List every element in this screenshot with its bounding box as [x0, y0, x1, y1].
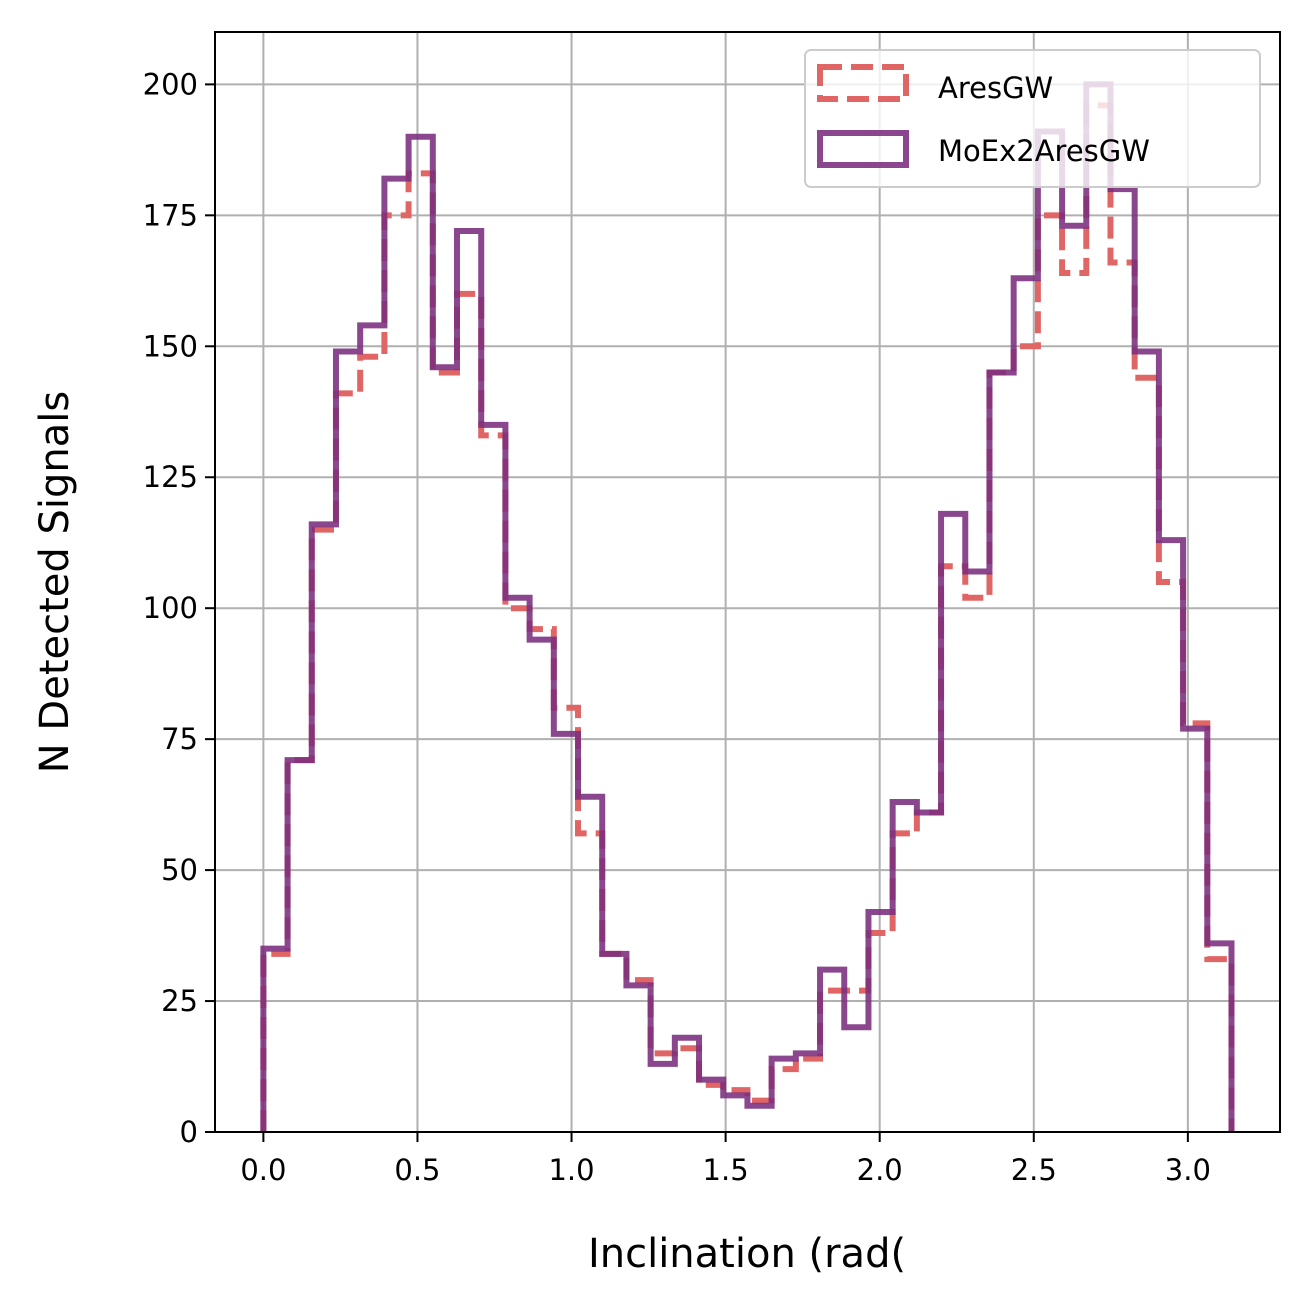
legend-label-moex2aresgw: MoEx2AresGW	[938, 134, 1150, 168]
y-tick-label: 50	[161, 853, 198, 887]
y-tick-label: 200	[143, 67, 198, 101]
x-tick-label: 0.5	[394, 1153, 440, 1187]
y-axis: 0 25 50 75 100 125 150 175 200	[143, 67, 215, 1149]
legend: AresGW MoEx2AresGW	[804, 49, 1261, 188]
y-tick-label: 125	[143, 460, 198, 494]
legend-box	[804, 49, 1261, 188]
y-tick-label: 175	[143, 198, 198, 232]
histogram-series-aresgw	[260, 102, 1235, 1132]
y-tick-label: 0	[180, 1115, 198, 1149]
y-tick-label: 100	[143, 591, 198, 625]
plot-frame	[214, 31, 1281, 1133]
y-tick-label: 75	[161, 722, 198, 756]
legend-swatch-aresgw	[817, 64, 909, 102]
legend-label-aresgw: AresGW	[938, 71, 1053, 105]
x-axis-title: Inclination (rad(	[588, 1231, 906, 1277]
series-layer	[260, 81, 1235, 1132]
x-tick-label: 2.0	[857, 1153, 903, 1187]
y-tick-label: 150	[143, 329, 198, 363]
x-tick-label: 1.5	[703, 1153, 749, 1187]
x-tick-label: 1.0	[548, 1153, 594, 1187]
x-tick-label: 3.0	[1165, 1153, 1211, 1187]
grid	[215, 32, 1280, 1133]
legend-swatch-moex2aresgw	[817, 130, 909, 168]
x-tick-label: 0.0	[240, 1153, 286, 1187]
x-axis: 0.0 0.5 1.0 1.5 2.0 2.5 3.0	[240, 1132, 1211, 1187]
y-axis-title: N Detected Signals	[32, 391, 78, 773]
histogram-series-moex2aresgw	[260, 81, 1235, 1132]
x-tick-label: 2.5	[1011, 1153, 1057, 1187]
y-tick-label: 25	[161, 984, 198, 1018]
